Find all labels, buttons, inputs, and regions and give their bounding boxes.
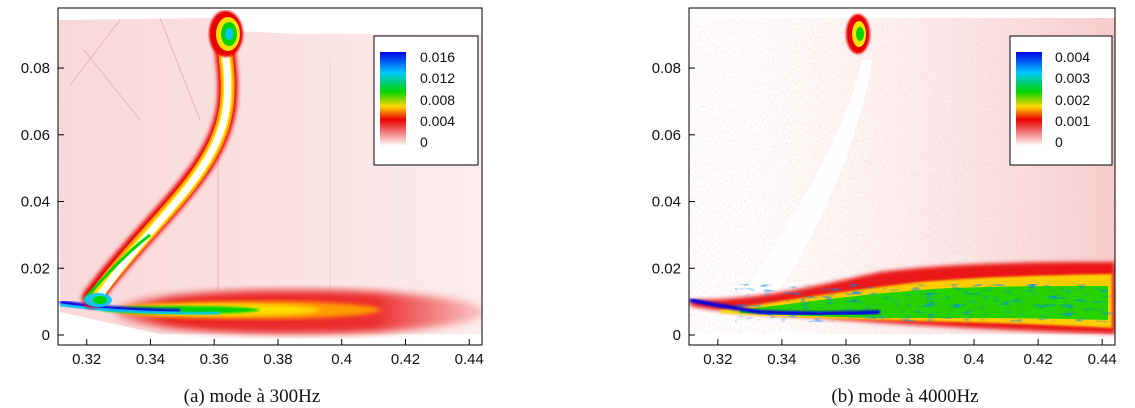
y-tick-label-b-0: 0 [673, 327, 681, 344]
faint-shock-lines-a [69, 17, 331, 330]
legend-label-b-4: 0 [1055, 134, 1063, 150]
colorbar-a [380, 52, 406, 146]
legend-a: 0.016 0.012 0.008 0.004 0 [373, 35, 479, 166]
mixing-blue-b [689, 298, 881, 316]
legend-label-b-3: 0.001 [1055, 113, 1090, 129]
x-tick-label-a-3: 0.38 [263, 351, 292, 368]
legend-label-b-1: 0.003 [1055, 70, 1090, 86]
hotspot-cyan-a [225, 28, 233, 40]
legend-b: 0.004 0.003 0.002 0.001 0 [1009, 35, 1113, 166]
shock-foot-core-a [93, 296, 107, 304]
x-tick-label-a-5: 0.42 [391, 351, 420, 368]
x-tick-label-b-6: 0.44 [1088, 351, 1117, 368]
legend-label-a-1: 0.012 [420, 70, 455, 86]
y-tick-label-b-3: 0.06 [652, 127, 681, 144]
y-tick-label-a-2: 0.04 [21, 194, 50, 211]
mixing-blotches-b [735, 284, 1113, 322]
ticks-a: 0.32 0.34 0.36 0.38 0.4 0.42 0.44 0 0.02 0.04 0.06… [21, 60, 484, 368]
panel-b: 0.32 0.34 0.36 0.38 0.4 0.42 0.44 0 0.02 0.04 0.06… [652, 7, 1117, 407]
y-tick-label-a-0: 0 [42, 327, 50, 344]
legend-label-a-2: 0.008 [420, 92, 455, 108]
legend-label-a-3: 0.004 [420, 113, 455, 129]
x-tick-label-b-3: 0.38 [895, 351, 924, 368]
x-tick-label-b-5: 0.42 [1024, 351, 1053, 368]
x-tick-label-a-6: 0.44 [455, 351, 484, 368]
shock-wedge-b [740, 60, 872, 305]
bubble-cyan-a [59, 303, 221, 315]
hotspot-green-b [856, 27, 864, 41]
legend-label-a-4: 0 [420, 134, 428, 150]
axes-frame-a [57, 7, 483, 346]
legend-label-a-0: 0.016 [420, 49, 455, 65]
bubble-blue-a [59, 300, 181, 313]
shock-lower-green-a [82, 233, 151, 301]
colorbar-b [1016, 52, 1042, 146]
x-tick-label-b-1: 0.34 [767, 351, 796, 368]
caption-b: (b) mode à 4000Hz [831, 386, 978, 407]
x-tick-label-a-1: 0.34 [136, 351, 165, 368]
heatmap-field-b [689, 14, 1115, 334]
x-tick-label-b-4: 0.4 [964, 351, 985, 368]
x-tick-label-a-2: 0.36 [200, 351, 229, 368]
x-tick-label-a-0: 0.32 [72, 351, 101, 368]
ticks-b: 0.32 0.34 0.36 0.38 0.4 0.42 0.44 0 0.02 0.04 0.06… [652, 60, 1117, 368]
x-tick-label-b-0: 0.32 [703, 351, 732, 368]
x-tick-label-b-2: 0.36 [831, 351, 860, 368]
caption-a: (a) mode à 300Hz [184, 386, 321, 407]
legend-label-b-0: 0.004 [1055, 49, 1090, 65]
y-tick-label-b-1: 0.02 [652, 260, 681, 277]
legend-label-b-2: 0.002 [1055, 92, 1090, 108]
axes-frame-b [688, 7, 1116, 346]
y-tick-label-a-4: 0.08 [21, 60, 50, 77]
x-tick-label-a-4: 0.4 [331, 351, 352, 368]
y-tick-label-b-4: 0.08 [652, 60, 681, 77]
y-tick-label-a-1: 0.02 [21, 260, 50, 277]
y-tick-label-a-3: 0.06 [21, 127, 50, 144]
panel-a: 0.32 0.34 0.36 0.38 0.4 0.42 0.44 0 0.02 0.04 0.06… [21, 7, 484, 407]
y-tick-label-b-2: 0.04 [652, 194, 681, 211]
